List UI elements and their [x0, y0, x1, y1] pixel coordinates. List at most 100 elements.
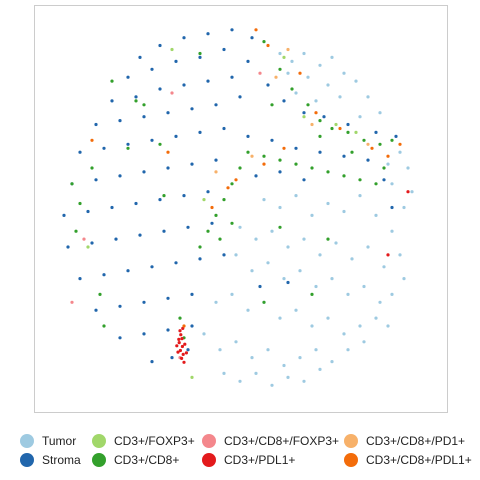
point: [314, 99, 318, 103]
point: [326, 201, 330, 206]
legend-label: CD3+/CD8+/PD1+: [366, 434, 466, 448]
point: [358, 178, 362, 182]
point: [234, 340, 238, 344]
point: [298, 71, 302, 75]
point: [206, 190, 210, 194]
point: [210, 221, 214, 225]
point: [214, 213, 218, 217]
point: [318, 119, 322, 123]
point: [206, 32, 210, 36]
point: [278, 158, 282, 162]
point: [302, 379, 306, 383]
point: [350, 150, 354, 154]
point: [266, 43, 270, 48]
point: [390, 229, 394, 233]
point: [180, 337, 184, 341]
point: [178, 348, 182, 353]
point: [314, 284, 318, 289]
point: [178, 329, 182, 333]
point: [238, 95, 242, 99]
point: [274, 75, 278, 79]
point: [234, 253, 238, 257]
point: [330, 277, 334, 281]
legend-item: Tumor: [20, 433, 76, 449]
point: [182, 83, 186, 87]
legend-label: Tumor: [42, 434, 77, 448]
point: [138, 233, 142, 237]
point: [254, 371, 258, 375]
point: [238, 225, 242, 229]
point: [214, 158, 218, 162]
point: [334, 241, 338, 245]
point: [206, 79, 210, 83]
point: [74, 229, 78, 233]
legend-swatch: [20, 453, 34, 467]
point: [62, 213, 66, 217]
point: [386, 154, 390, 158]
point: [162, 229, 166, 233]
point: [374, 213, 378, 217]
point: [346, 130, 350, 134]
point: [142, 170, 146, 174]
point: [278, 67, 282, 71]
point: [306, 75, 310, 79]
point: [114, 237, 118, 241]
point: [258, 71, 262, 75]
point: [222, 198, 226, 202]
point: [102, 273, 106, 277]
point: [170, 91, 174, 95]
series-cd3-cd8-: [70, 40, 394, 340]
point: [286, 245, 290, 249]
legend-item: Stroma: [20, 452, 81, 468]
point: [218, 348, 222, 352]
point: [406, 190, 410, 194]
point: [290, 87, 294, 91]
point: [246, 150, 250, 154]
point: [94, 122, 98, 127]
point: [118, 119, 122, 123]
point: [198, 130, 202, 134]
point: [98, 292, 102, 296]
point: [166, 296, 170, 300]
point: [262, 198, 266, 202]
point: [282, 99, 286, 103]
point: [310, 166, 314, 170]
series-cd3-pdl1-: [175, 190, 410, 364]
point: [298, 356, 302, 360]
point: [126, 142, 130, 146]
point: [326, 83, 330, 87]
point: [362, 340, 366, 344]
point: [326, 316, 330, 320]
point: [94, 178, 98, 182]
point: [398, 150, 402, 154]
point: [302, 111, 306, 115]
point: [346, 292, 350, 296]
point: [82, 237, 86, 241]
point: [170, 356, 174, 360]
point: [258, 284, 262, 289]
series-cd3-cd8-pd1-: [214, 47, 370, 174]
point: [218, 237, 222, 241]
point: [70, 300, 74, 304]
point: [358, 324, 362, 328]
point: [166, 150, 170, 154]
point: [102, 146, 106, 150]
point: [90, 241, 94, 245]
point: [294, 162, 298, 166]
point: [170, 47, 174, 52]
point: [66, 245, 70, 249]
point: [183, 342, 187, 346]
plot-panel-border: [34, 5, 448, 413]
point: [286, 375, 290, 379]
point: [78, 277, 82, 281]
point: [90, 138, 94, 142]
point: [150, 360, 154, 364]
point: [342, 332, 346, 336]
point: [198, 51, 202, 56]
point: [126, 269, 130, 273]
point: [181, 326, 185, 330]
point: [290, 59, 294, 64]
point: [238, 379, 242, 383]
legend: Tumor Stroma CD3+/FOXP3+ CD3+/CD8+ CD3+/CD8+…: [0, 433, 480, 473]
